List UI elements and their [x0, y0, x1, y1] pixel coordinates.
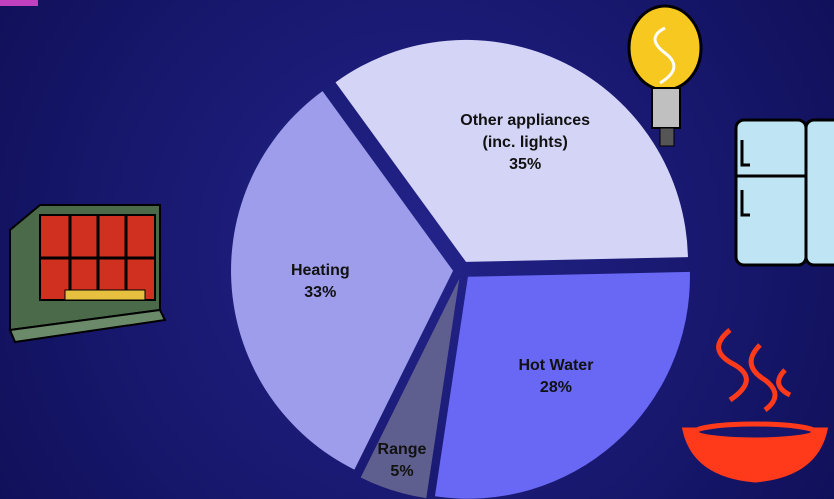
tub-icon	[685, 330, 825, 480]
value-label: 28%	[491, 377, 621, 399]
value-label: 35%	[460, 154, 590, 176]
value-label: 33%	[255, 282, 385, 304]
heater-icon	[10, 205, 165, 342]
value-label: 5%	[337, 461, 467, 483]
slide: Other appliances (inc. lights)35% Hot Wat…	[0, 0, 834, 499]
category-label: Range	[337, 439, 467, 461]
fridge-icon	[736, 120, 834, 265]
slice-label: Other appliances (inc. lights)35%	[460, 110, 590, 176]
category-label: Heating	[255, 260, 385, 282]
corner-mark	[0, 0, 38, 6]
category-label: Other appliances (inc. lights)	[460, 110, 590, 154]
chart	[0, 0, 834, 499]
category-label: Hot Water	[491, 355, 621, 377]
